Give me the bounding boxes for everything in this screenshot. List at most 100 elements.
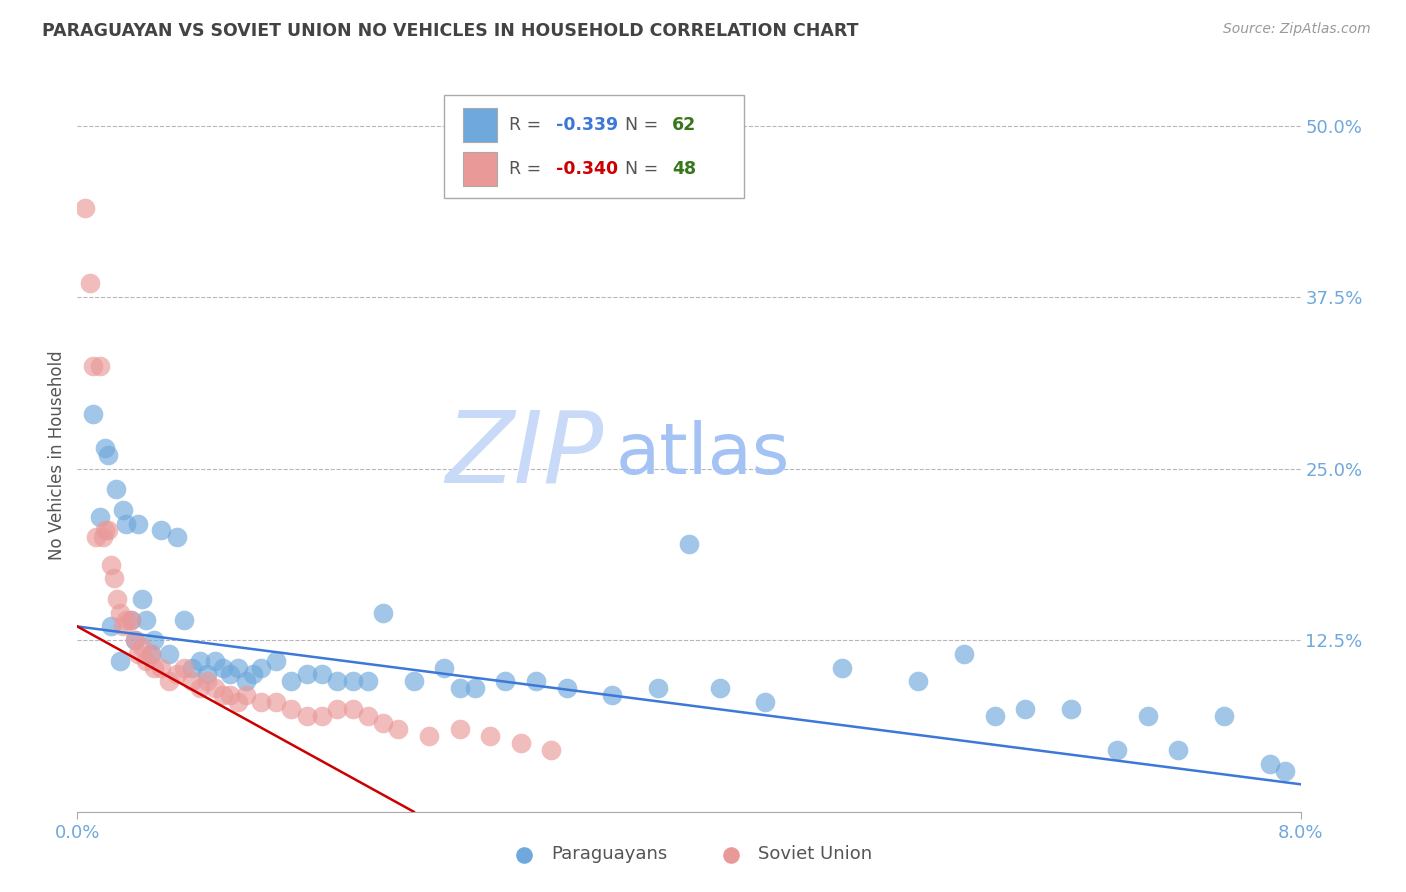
Point (371, 606, 394, 620)
Point (82, 359, 104, 373)
Point (280, 674, 302, 689)
Point (100, 619, 122, 633)
Legend: Paraguayans, Soviet Union: Paraguayans, Soviet Union (499, 838, 879, 871)
Point (219, 688, 242, 702)
Text: ZIP: ZIP (446, 407, 603, 503)
Point (120, 613, 142, 627)
Point (73, 201, 96, 215)
Point (754, 695, 776, 709)
Point (235, 674, 257, 689)
Point (104, 482, 127, 496)
Point (357, 708, 380, 723)
Point (188, 681, 211, 696)
Point (94, 524, 117, 538)
Point (1136, 708, 1159, 723)
Point (204, 681, 226, 696)
FancyBboxPatch shape (463, 108, 496, 143)
Point (509, 736, 531, 750)
Point (204, 654, 226, 668)
Point (907, 674, 929, 689)
Text: atlas: atlas (616, 420, 790, 490)
Point (157, 647, 180, 661)
Point (311, 667, 333, 681)
Point (342, 702, 364, 716)
Point (418, 729, 440, 743)
Point (953, 647, 976, 661)
Point (112, 503, 135, 517)
Point (984, 708, 1007, 723)
Point (105, 592, 128, 607)
Point (124, 633, 146, 648)
Point (479, 729, 502, 743)
Point (371, 715, 394, 730)
Point (555, 681, 578, 696)
Point (342, 674, 364, 689)
Point (678, 537, 700, 551)
Point (157, 674, 180, 689)
Point (219, 667, 242, 681)
Point (387, 723, 409, 737)
Point (709, 681, 731, 696)
Point (449, 723, 471, 737)
Point (89, 509, 111, 524)
Point (94, 441, 117, 455)
Point (139, 647, 162, 661)
Point (97, 524, 120, 538)
Point (128, 647, 150, 661)
Point (311, 708, 333, 723)
Point (235, 688, 257, 702)
Point (108, 654, 131, 668)
Point (181, 674, 204, 689)
Point (357, 674, 380, 689)
Point (139, 647, 162, 661)
Point (195, 674, 218, 689)
Point (280, 702, 302, 716)
Point (131, 640, 153, 654)
FancyBboxPatch shape (444, 95, 744, 198)
Point (150, 660, 173, 674)
Point (112, 619, 135, 633)
Point (188, 654, 211, 668)
Point (108, 606, 131, 620)
Point (166, 530, 188, 544)
Text: R =: R = (509, 116, 547, 134)
Text: 62: 62 (672, 116, 696, 134)
Point (831, 660, 853, 674)
Point (250, 695, 273, 709)
Point (647, 681, 669, 696)
Point (242, 667, 264, 681)
Point (250, 660, 273, 674)
Point (326, 702, 349, 716)
Point (1167, 743, 1189, 757)
Point (264, 654, 287, 668)
Point (91, 530, 114, 544)
Point (89, 359, 111, 373)
Point (1213, 708, 1236, 723)
Point (150, 524, 173, 538)
Point (1014, 702, 1036, 716)
Point (1107, 743, 1129, 757)
Point (100, 558, 122, 572)
Point (402, 674, 425, 689)
Point (173, 660, 195, 674)
Text: N =: N = (626, 116, 664, 134)
Text: Source: ZipAtlas.com: Source: ZipAtlas.com (1223, 22, 1371, 37)
Point (181, 660, 204, 674)
Point (326, 674, 349, 689)
Point (464, 681, 486, 696)
Point (295, 708, 318, 723)
Point (166, 667, 188, 681)
Text: -0.340: -0.340 (555, 160, 617, 178)
Point (433, 660, 456, 674)
Point (264, 695, 287, 709)
Point (84, 530, 107, 544)
Point (142, 633, 165, 648)
Point (195, 667, 218, 681)
Point (103, 571, 125, 585)
Point (295, 667, 318, 681)
Point (226, 695, 249, 709)
Point (135, 613, 157, 627)
Point (120, 613, 142, 627)
Point (211, 660, 233, 674)
Point (79, 277, 101, 291)
